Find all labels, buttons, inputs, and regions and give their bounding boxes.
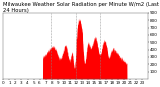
Text: Milwaukee Weather Solar Radiation per Minute W/m2 (Last 24 Hours): Milwaukee Weather Solar Radiation per Mi… [3,2,159,13]
